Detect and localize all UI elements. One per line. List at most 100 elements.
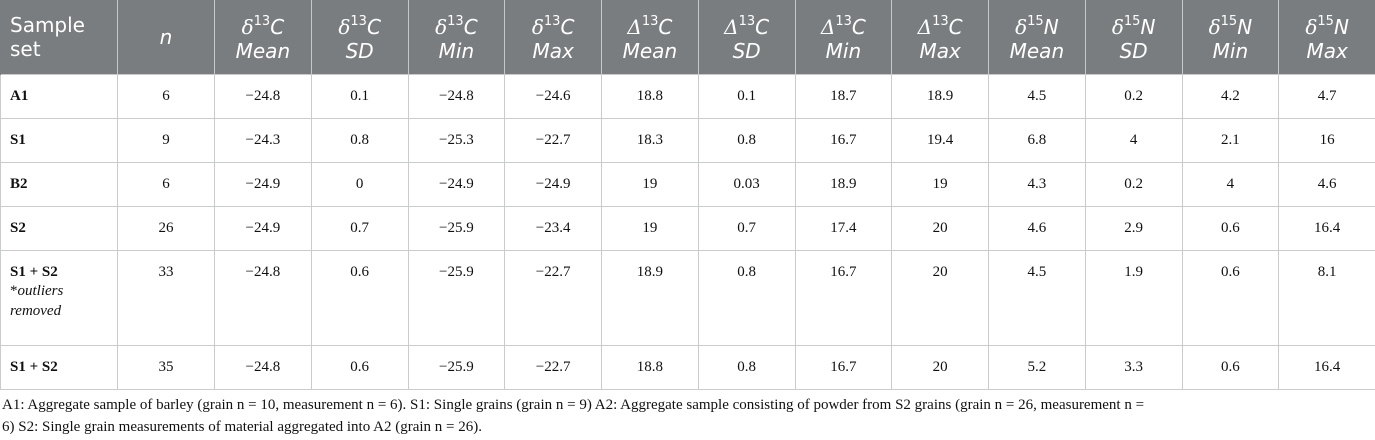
header-isotope-label: δ15N: [1090, 10, 1178, 39]
header-sample-set: Sample set: [0, 0, 118, 74]
table-cell: −23.4: [504, 205, 602, 251]
table-cell: 4.2: [1181, 73, 1280, 119]
header-element: C: [658, 15, 673, 40]
table-cell: −22.7: [504, 249, 602, 346]
row-label-cell: S1: [0, 117, 118, 163]
table-cell: 16.7: [794, 117, 893, 163]
table-cell: 16.7: [794, 344, 893, 390]
table-cell: 4.5: [988, 73, 1086, 119]
header-symbol: δ: [338, 15, 351, 40]
table-cell: 0.2: [1084, 73, 1183, 119]
table-cell: 0: [310, 161, 409, 207]
note-text: outliers removed: [10, 282, 64, 319]
row-label-cell: S1 + S2 *outliers removed: [0, 249, 118, 346]
table-cell: 16.7: [794, 249, 893, 346]
table-cell: −24.9: [504, 161, 602, 207]
table-cell: −24.9: [214, 205, 312, 251]
table-cell: −24.6: [504, 73, 602, 119]
data-table-container: Sample set n δ13C Mean δ13C SD δ13C Min δ13C Ma…: [0, 0, 1375, 390]
header-element: C: [366, 15, 381, 40]
table-cell: 0.03: [697, 161, 796, 207]
header-symbol: δ: [1111, 15, 1124, 40]
row-label-cell: S2: [0, 205, 118, 251]
table-cell: 0.1: [697, 73, 796, 119]
header-isotope-label: δ13C: [316, 10, 404, 39]
table-cell: −22.7: [504, 117, 602, 163]
table-cell: 5.2: [988, 344, 1086, 390]
header-statistic: SD: [1119, 39, 1148, 64]
table-cell: 17.4: [794, 205, 893, 251]
header-row: Sample set n δ13C Mean δ13C SD δ13C Min δ13C Ma…: [0, 0, 1375, 74]
table-cell: 6: [117, 161, 215, 207]
header-symbol: Δ: [917, 15, 933, 40]
table-cell: 0.6: [1181, 249, 1280, 346]
table-cell: 0.6: [310, 344, 409, 390]
table-row: S1 + S2 *outliers removed 33 −24.8 0.6 −25.9−…: [0, 249, 1375, 346]
table-cell: −24.3: [214, 117, 312, 163]
table-row: S1 9 −24.3 0.8 −25.3 −22.7 18.3 0.8 16.7 19.4 6.8 4…: [0, 117, 1375, 163]
header-col-3: δ13C Max: [504, 0, 602, 74]
table-row: S2 26 −24.9 0.7 −25.9 −23.4 19 0.7 17.4 20 4.6 2.9 0…: [0, 205, 1375, 251]
header-isotope-mass: 13: [350, 14, 367, 30]
header-n: n: [117, 0, 215, 74]
header-statistic: Min: [1212, 39, 1249, 64]
header-col-0: δ13C Mean: [214, 0, 312, 74]
sample-set-label: A1: [10, 87, 29, 104]
table-cell: 4.6: [988, 205, 1086, 251]
table-row: B2 6 −24.9 0 −24.9 −24.9 19 0.03 18.9 19 4.3 0.2 4 4.…: [0, 161, 1375, 207]
table-cell: 18.9: [601, 249, 699, 346]
table-cell: −25.9: [407, 205, 506, 251]
table-cell: 0.7: [310, 205, 409, 251]
header-isotope-label: δ13C: [509, 10, 597, 39]
header-isotope-label: δ15N: [993, 10, 1081, 39]
footnote-line-2: 6) S2: Single grain measurements of mate…: [2, 419, 482, 435]
header-col-10: δ15N Min: [1182, 0, 1280, 74]
header-element: C: [948, 15, 963, 40]
header-element: N: [1140, 15, 1156, 40]
row-label-cell: B2: [0, 161, 118, 207]
table-cell: 1.9: [1084, 249, 1183, 346]
header-symbol: Δ: [724, 15, 739, 40]
header-element: N: [1333, 15, 1349, 40]
table-header: Sample set n δ13C Mean δ13C SD δ13C Min δ13C Ma…: [0, 0, 1375, 74]
table-cell: 19: [891, 161, 989, 207]
header-statistic: Mean: [235, 39, 291, 64]
sample-set-label: S1 + S2: [10, 358, 58, 375]
header-statistic: SD: [732, 39, 761, 64]
header-symbol: δ: [1208, 15, 1221, 40]
header-col-7: Δ13C Max: [891, 0, 989, 74]
table-cell: 18.8: [601, 344, 699, 390]
table-cell: 20: [891, 344, 989, 390]
table-cell: −24.8: [214, 249, 312, 346]
note-asterisk: *: [10, 282, 18, 299]
header-element: C: [755, 15, 770, 40]
table-cell: 6: [117, 73, 215, 119]
table-cell: 0.8: [697, 344, 796, 390]
header-col-9: δ15N SD: [1085, 0, 1183, 74]
table-cell: 26: [117, 205, 215, 251]
table-cell: 3.3: [1084, 344, 1183, 390]
header-col-6: Δ13C Min: [795, 0, 893, 74]
table-cell: −24.8: [214, 73, 312, 119]
table-cell: 0.8: [697, 249, 796, 346]
row-note: *outliers removed: [10, 281, 113, 321]
header-symbol: δ: [241, 15, 254, 40]
table-cell: 18.9: [891, 73, 989, 119]
header-symbol: δ: [1015, 15, 1028, 40]
table-row: S1 + S2 35 −24.8 0.6 −25.9 −22.7 18.8 0.8 16.7 20…: [0, 344, 1375, 390]
table-body: A1 6 −24.8 0.1 −24.8 −24.6 18.8 0.1 18.7 18.9 4.5 0…: [0, 73, 1375, 390]
header-isotope-label: Δ13C: [703, 10, 791, 39]
table-cell: 8.1: [1278, 249, 1375, 346]
table-cell: −24.9: [214, 161, 312, 207]
header-isotope-mass: 13: [932, 14, 949, 30]
table-cell: 20: [891, 249, 989, 346]
sample-set-label: B2: [10, 175, 28, 192]
table-cell: −22.7: [504, 344, 602, 390]
table-cell: 0.1: [310, 73, 409, 119]
header-statistic: Min: [438, 39, 475, 64]
header-statistic: Max: [1306, 39, 1348, 64]
table-cell: 0.8: [310, 117, 409, 163]
table-cell: 0.6: [1181, 344, 1280, 390]
table-cell: 4.6: [1278, 161, 1375, 207]
table-cell: 4: [1084, 117, 1183, 163]
